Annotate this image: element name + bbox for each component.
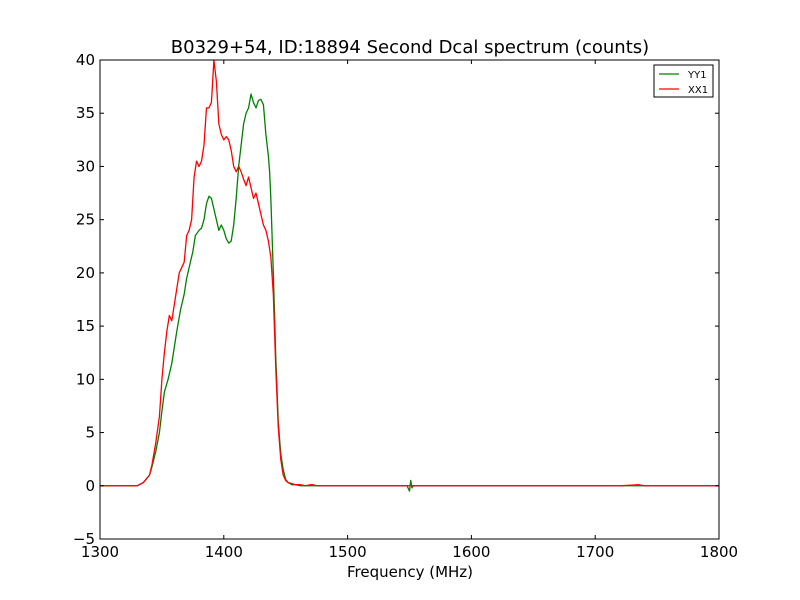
x-axis-label: Frequency (MHz) — [347, 563, 473, 581]
y-tick-label: 20 — [76, 264, 95, 282]
y-tick-label: 15 — [76, 317, 95, 335]
x-tick-label: 1500 — [329, 543, 367, 561]
y-tick-label: 30 — [76, 157, 95, 175]
series-line-yy1 — [100, 93, 719, 492]
y-axis: −5 0 5 10 15 20 25 30 35 40 — [73, 51, 719, 548]
legend-box — [653, 64, 714, 98]
x-tick-label: 1800 — [700, 543, 738, 561]
series-layer — [100, 60, 719, 492]
chart-title: B0329+54, ID:18894 Second Dcal spectrum … — [171, 37, 649, 58]
y-tick-label: 5 — [85, 424, 95, 442]
x-tick-label: 1300 — [81, 543, 119, 561]
y-tick-label: 0 — [85, 477, 95, 495]
y-tick-label: 25 — [76, 211, 95, 229]
legend-label-yy1: YY1 — [687, 70, 707, 81]
series-line-xx1 — [100, 60, 719, 487]
x-tick-label: 1700 — [576, 543, 614, 561]
y-tick-label: 40 — [76, 51, 95, 69]
x-axis: 1300 1400 1500 1600 1700 1800 — [81, 60, 738, 561]
x-tick-label: 1400 — [205, 543, 243, 561]
y-tick-label: 10 — [76, 370, 95, 388]
legend-label-xx1: XX1 — [688, 85, 708, 96]
y-tick-label: −5 — [73, 530, 95, 548]
y-tick-label: 35 — [76, 104, 95, 122]
plot-frame — [99, 59, 720, 540]
x-tick-label: 1600 — [452, 543, 490, 561]
